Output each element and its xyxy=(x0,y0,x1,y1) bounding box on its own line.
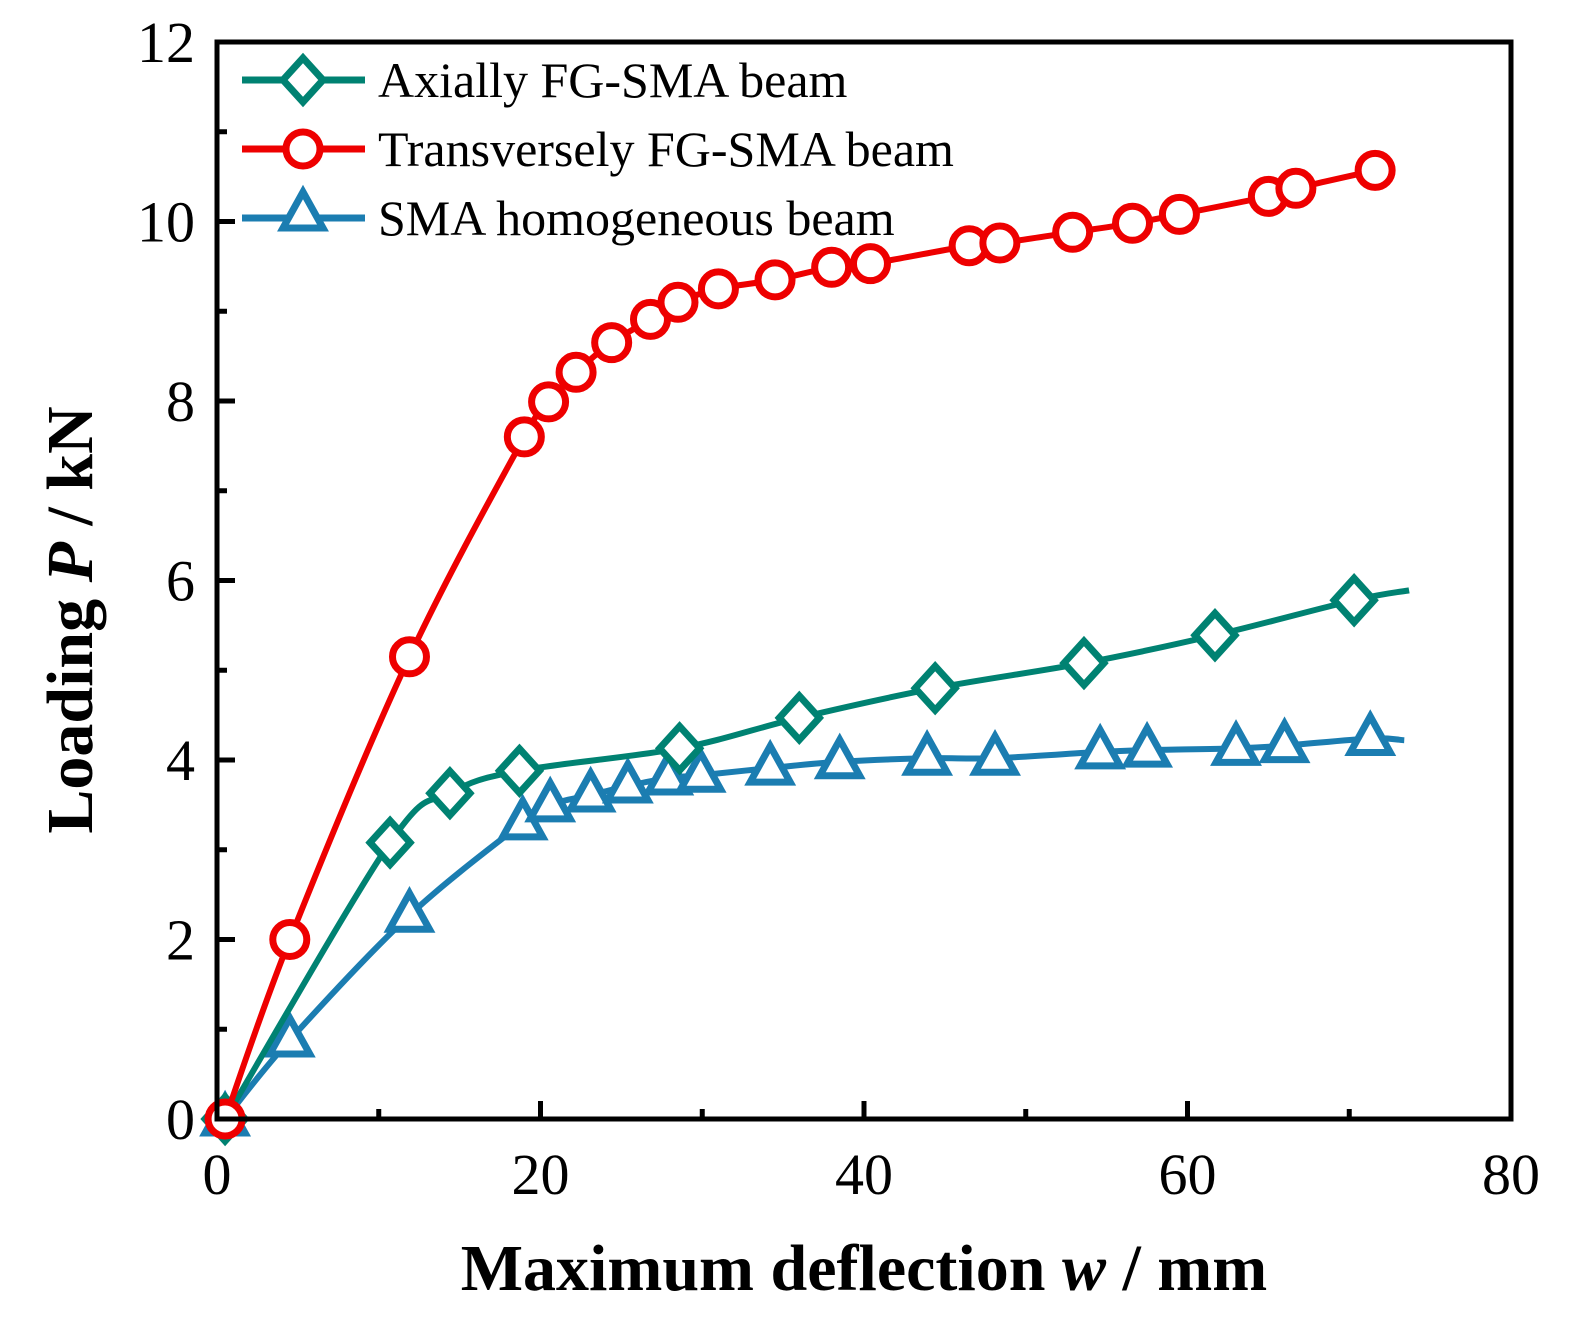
circle-marker xyxy=(591,322,633,364)
diamond-marker xyxy=(774,690,825,746)
y-tick-label: 12 xyxy=(137,10,195,75)
legend-triangle-icon xyxy=(277,184,329,232)
triangle-marker xyxy=(1210,719,1262,766)
diamond-marker xyxy=(494,743,545,798)
series-diamond xyxy=(200,573,1410,1147)
triangle-marker xyxy=(564,765,617,813)
diamond-marker xyxy=(425,766,475,821)
triangle-marker xyxy=(383,886,436,933)
triangle-marker xyxy=(1258,716,1311,764)
triangle-marker xyxy=(1121,720,1174,768)
triangle-marker xyxy=(1074,722,1127,770)
circle-marker xyxy=(657,281,699,323)
circle-marker xyxy=(1354,149,1396,191)
y-axis-title-post: / kN xyxy=(34,406,107,542)
circle-marker xyxy=(528,381,570,423)
x-tick-label: 80 xyxy=(1482,1142,1540,1207)
y-tick-label: 6 xyxy=(166,549,195,614)
triangle-marker xyxy=(674,746,727,793)
y-tick-label: 0 xyxy=(166,1087,195,1152)
y-tick-label: 2 xyxy=(166,908,195,973)
y-tick-label: 10 xyxy=(137,190,195,255)
legend-diamond-icon xyxy=(278,52,328,108)
circle-marker xyxy=(1052,211,1094,253)
circle-marker xyxy=(1158,193,1200,235)
circle-marker xyxy=(697,268,739,310)
triangle-marker xyxy=(969,728,1021,776)
x-axis-title-post: / mm xyxy=(1106,1232,1267,1305)
legend-item: SMA homogeneous beam xyxy=(242,184,895,246)
ticks-layer: 0 20 40 60 80 0 2 4 6 8 10 12 xyxy=(137,10,1540,1207)
circle-marker xyxy=(269,919,311,960)
legend-label: SMA homogeneous beam xyxy=(378,190,895,246)
y-axis-title: Loading P / kN xyxy=(34,406,107,833)
legend-circle-icon xyxy=(282,128,324,170)
diamond-marker xyxy=(365,815,415,870)
triangle-marker xyxy=(813,732,866,780)
legend-label: Transversely FG-SMA beam xyxy=(378,121,954,177)
y-tick-label: 4 xyxy=(166,728,195,793)
series-circle xyxy=(204,149,1396,1140)
y-axis-title-var: P xyxy=(34,541,107,583)
circle-marker xyxy=(849,243,891,285)
legend-label: Axially FG-SMA beam xyxy=(378,52,848,108)
circle-marker xyxy=(503,416,545,458)
legend: Axially FG-SMA beam Transversely FG-SMA b… xyxy=(242,52,954,246)
diamond-marker xyxy=(910,660,960,716)
diamond-marker xyxy=(1190,608,1240,663)
y-axis-title-pre: Loading xyxy=(34,582,107,833)
x-axis-title-var: w xyxy=(1062,1232,1107,1305)
circle-marker xyxy=(1275,167,1317,209)
diamond-marker xyxy=(1059,635,1109,691)
triangle-marker xyxy=(901,728,954,776)
triangle-marker xyxy=(601,756,654,804)
legend-item: Axially FG-SMA beam xyxy=(242,52,848,108)
circle-marker xyxy=(811,246,853,288)
x-tick-label: 60 xyxy=(1159,1142,1217,1207)
circle-marker xyxy=(388,636,430,678)
triangle-marker xyxy=(1344,709,1397,756)
circle-marker xyxy=(1112,202,1154,244)
series-triangle xyxy=(199,709,1405,1137)
series-layer xyxy=(199,149,1410,1147)
x-tick-label: 20 xyxy=(512,1142,570,1207)
x-tick-label: 40 xyxy=(835,1142,893,1207)
triangle-marker xyxy=(744,738,797,786)
diamond-marker xyxy=(1329,573,1379,628)
x-axis-title-pre: Maximum deflection xyxy=(461,1232,1062,1305)
y-tick-label: 8 xyxy=(166,369,195,434)
x-tick-label: 0 xyxy=(203,1142,232,1207)
circle-marker xyxy=(555,351,597,393)
x-axis-title: Maximum deflection w / mm xyxy=(461,1232,1268,1305)
legend-item: Transversely FG-SMA beam xyxy=(242,121,954,177)
diamond-marker xyxy=(654,721,705,776)
circle-marker xyxy=(979,222,1021,264)
circle-marker xyxy=(754,259,796,301)
triangle-marker xyxy=(263,1010,316,1058)
triangle-marker xyxy=(524,775,577,823)
